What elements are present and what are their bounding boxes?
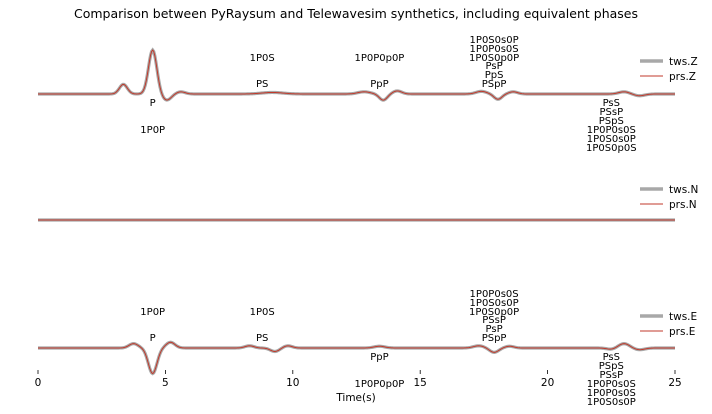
- phase-label: PSpS: [599, 361, 624, 372]
- phase-label: 1P0S: [250, 307, 275, 318]
- phase-label: 1P0P0p0P: [354, 379, 404, 390]
- phase-label: PSpP: [482, 79, 507, 90]
- series-line: [38, 341, 675, 375]
- x-tick-label: 25: [668, 377, 681, 389]
- x-tick-label: 5: [162, 377, 169, 389]
- legend-label: tws.Z: [669, 56, 698, 68]
- phase-label: 1P0S0s0P: [470, 298, 519, 309]
- panel-N: tws.N prs.N: [38, 184, 698, 222]
- x-axis-label: Time(s): [335, 392, 375, 404]
- x-tick-label: 0: [35, 377, 42, 389]
- phase-label: PpP: [370, 352, 388, 363]
- phase-label: P: [150, 98, 156, 109]
- x-tick-label: 20: [541, 377, 554, 389]
- chart-title: Comparison between PyRaysum and Telewave…: [74, 6, 638, 21]
- phase-label: 1P0S0s0P: [587, 134, 636, 145]
- x-tick-label: 15: [414, 377, 427, 389]
- phase-label: 1P0S0p0S: [586, 143, 637, 154]
- phase-label: PS: [256, 333, 268, 344]
- phase-label: PsS: [603, 98, 620, 109]
- phase-label: PSpS: [599, 116, 624, 127]
- phase-label: PsP: [486, 61, 503, 72]
- phase-label: 1P0P: [140, 307, 165, 318]
- phase-label: 1P0P0p0P: [354, 53, 404, 64]
- phase-label: 1P0S0p0P: [469, 53, 519, 64]
- phase-label: PpP: [370, 79, 388, 90]
- legend-label: tws.E: [669, 311, 697, 323]
- phase-label: PpS: [485, 70, 504, 81]
- phase-label: PS: [256, 79, 268, 90]
- legend-label: prs.E: [669, 326, 695, 338]
- phase-label: P: [150, 333, 156, 344]
- phase-label: PSsP: [482, 315, 506, 326]
- phase-label: PSpP: [482, 333, 507, 344]
- phase-label: 1P0S0s0P: [470, 35, 519, 46]
- series-line: [38, 49, 675, 101]
- legend-label: tws.N: [669, 184, 698, 196]
- phase-label: 1P0P0s0S: [470, 44, 519, 55]
- phase-label: 1P0S0p0P: [469, 307, 519, 318]
- panels: P1P0PPS1P0SPpP1P0P0p0PPsPPpSPSpP1P0S0s0P…: [38, 35, 698, 408]
- phase-label: PSsP: [599, 107, 623, 118]
- phase-label: PsS: [603, 352, 620, 363]
- legend-label: prs.Z: [669, 71, 696, 83]
- legend: tws.N prs.N: [640, 184, 698, 211]
- x-tick-label: 10: [286, 377, 299, 389]
- phase-label: 1P0S: [250, 53, 275, 64]
- series-line: [38, 340, 675, 376]
- legend-label: prs.N: [669, 199, 697, 211]
- phase-label: 1P0P0s0S: [587, 379, 636, 390]
- phase-label: 1P0P0s0S: [587, 388, 636, 399]
- x-axis: 0 5 10 15 20 25: [35, 370, 682, 389]
- phase-label: 1P0S0s0P: [587, 397, 636, 408]
- phase-label: PSsP: [599, 370, 623, 381]
- legend: tws.Z prs.Z: [640, 56, 698, 83]
- panel-E: P1P0PPS1P0SPpP1P0P0p0PPSsPPsPPSpP1P0P0s0…: [38, 289, 697, 408]
- phase-label: 1P0P0s0S: [587, 125, 636, 136]
- phase-label: 1P0P0s0S: [470, 289, 519, 300]
- legend: tws.E prs.E: [640, 311, 697, 338]
- phase-label: PsP: [486, 324, 503, 335]
- phase-label: 1P0P: [140, 125, 165, 136]
